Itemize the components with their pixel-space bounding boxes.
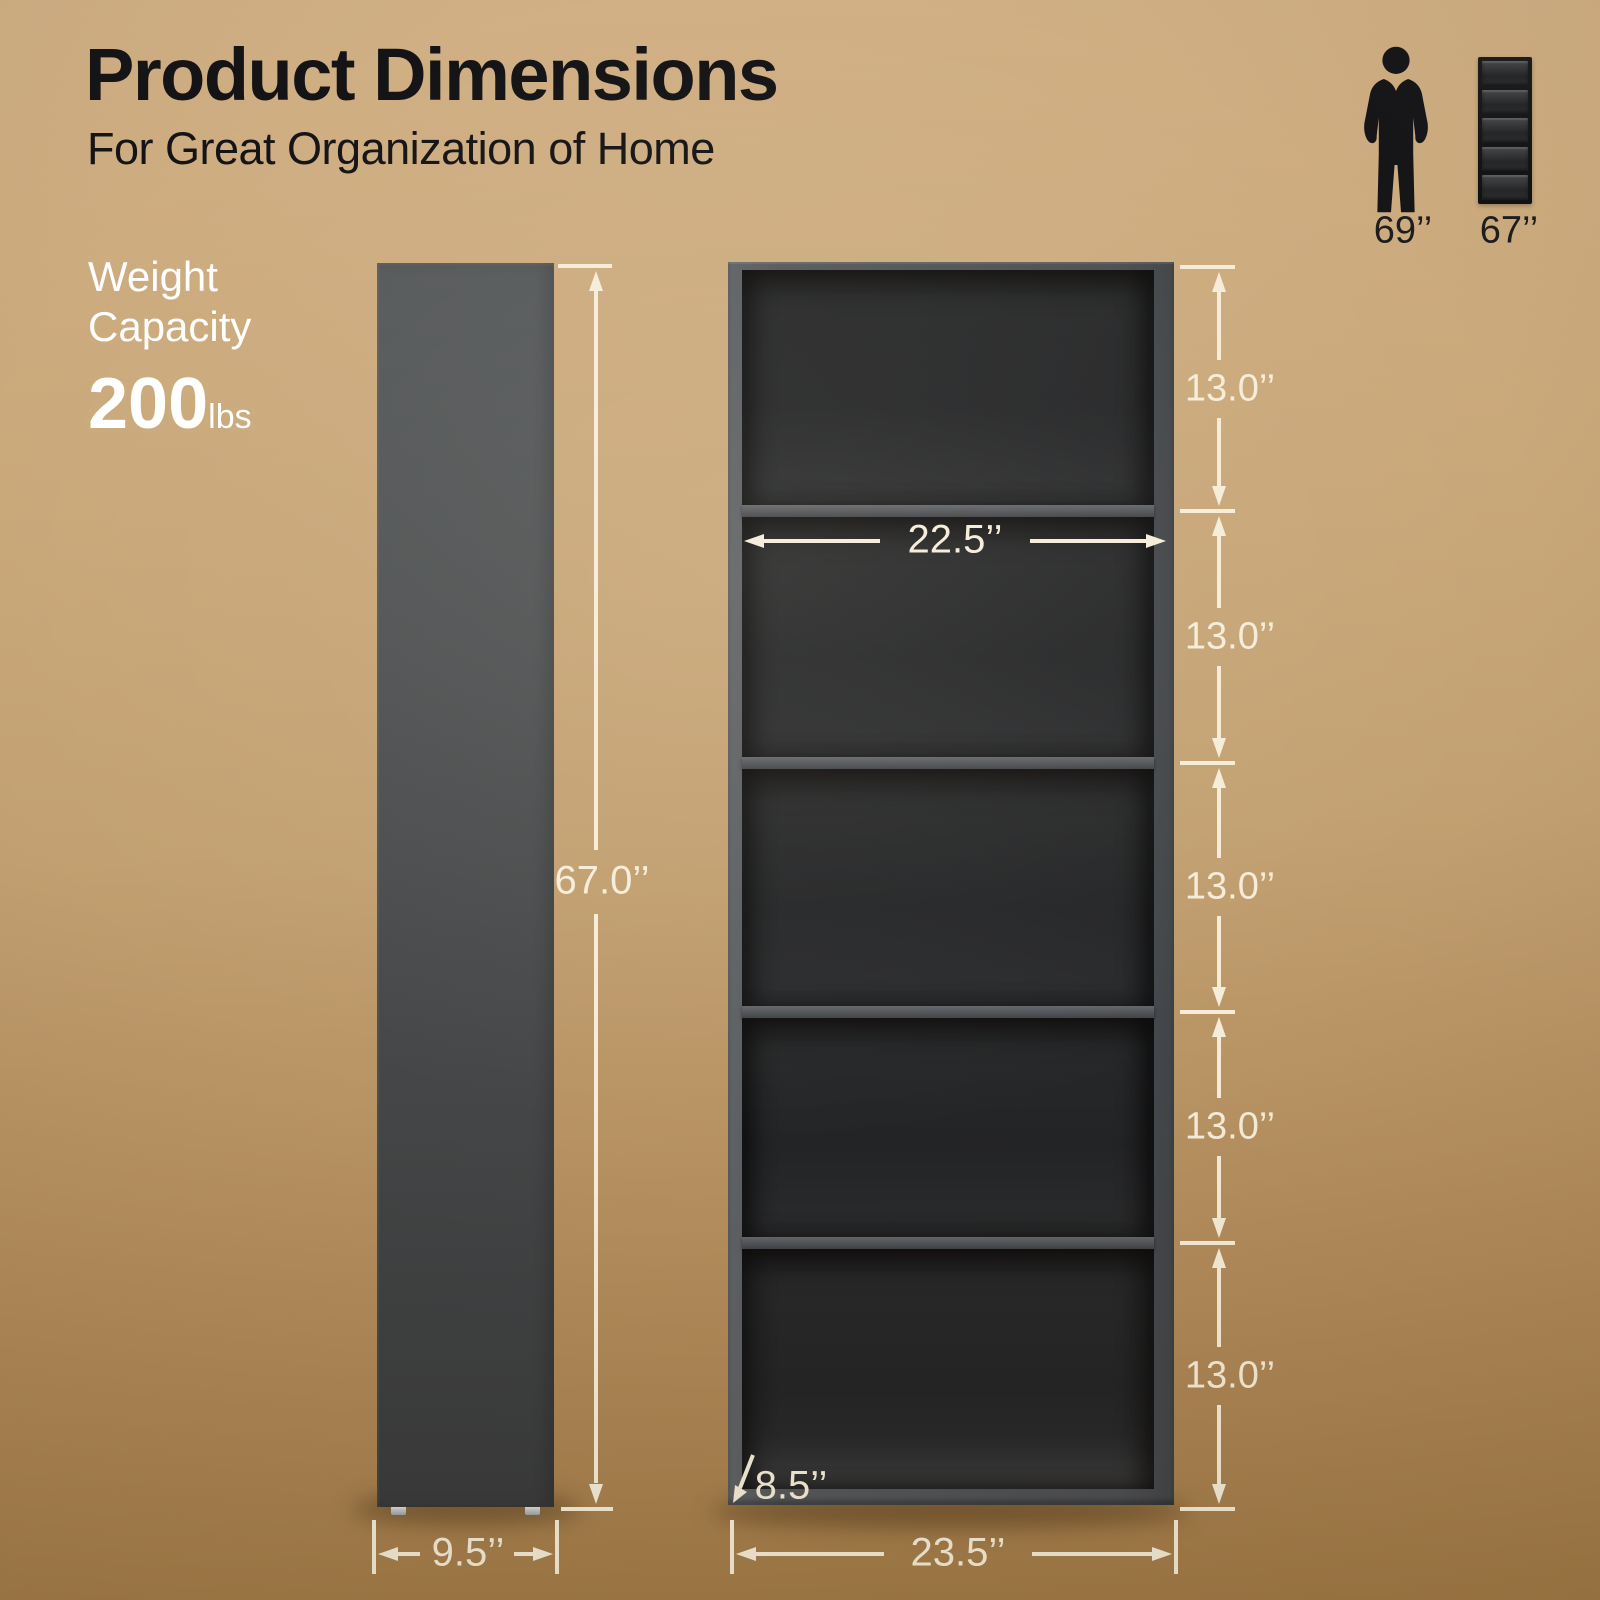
bookcase-front-view [728, 262, 1174, 1505]
dim-compartment-height-5: 13.0’’ [1184, 1354, 1276, 1397]
weight-capacity-block: Weight Capacity 200 lbs [88, 252, 252, 440]
bookcase-side-view [377, 263, 554, 1515]
mini-bookcase-cell [1482, 118, 1528, 143]
dim-compartment-height-2: 13.0’’ [1184, 615, 1276, 658]
page-title: Product Dimensions [85, 33, 779, 116]
mini-bookcase-cell [1482, 61, 1528, 86]
weight-capacity-number: 200 [88, 363, 209, 444]
dim-side-depth: 9.5’’ [431, 1530, 505, 1575]
shelf-compartment [742, 270, 1154, 505]
panel-foot [391, 1507, 406, 1515]
dim-inner-width: 22.5’’ [907, 517, 1003, 562]
shelf-compartment [742, 769, 1154, 1006]
mini-bookcase-cell [1482, 175, 1528, 200]
dim-overall-height: 67.0’’ [554, 858, 650, 903]
person-height-label: 69’’ [1373, 209, 1433, 252]
mini-bookcase-cell [1482, 146, 1528, 172]
shelf-compartment [742, 1249, 1154, 1489]
dim-shelf-depth: 8.5’’ [754, 1463, 828, 1508]
mini-bookcase-cell [1482, 89, 1528, 115]
mini-bookcase-icon [1478, 57, 1532, 204]
weight-capacity-label-line2: Capacity [88, 302, 252, 350]
weight-capacity-value: 200 lbs [88, 368, 252, 440]
shelf-board [742, 1006, 1154, 1018]
person-icon [1364, 46, 1428, 213]
header: Product Dimensions For Great Organizatio… [85, 33, 779, 174]
unit-height-label: 67’’ [1479, 209, 1539, 252]
dim-compartment-height-1: 13.0’’ [1184, 367, 1276, 410]
dim-overall-width: 23.5’’ [910, 1530, 1006, 1575]
shelf-compartment [742, 1018, 1154, 1237]
shelf-board [742, 1237, 1154, 1249]
dim-compartment-height-4: 13.0’’ [1184, 1105, 1276, 1148]
shelf-board [742, 505, 1154, 517]
dim-compartment-height-3: 13.0’’ [1184, 865, 1276, 908]
weight-capacity-label-line1: Weight [88, 253, 218, 300]
weight-capacity-unit: lbs [208, 397, 252, 436]
panel-foot [525, 1507, 540, 1515]
shelf-compartment [742, 517, 1154, 757]
page-subtitle: For Great Organization of Home [87, 123, 715, 174]
shelf-board [742, 757, 1154, 769]
